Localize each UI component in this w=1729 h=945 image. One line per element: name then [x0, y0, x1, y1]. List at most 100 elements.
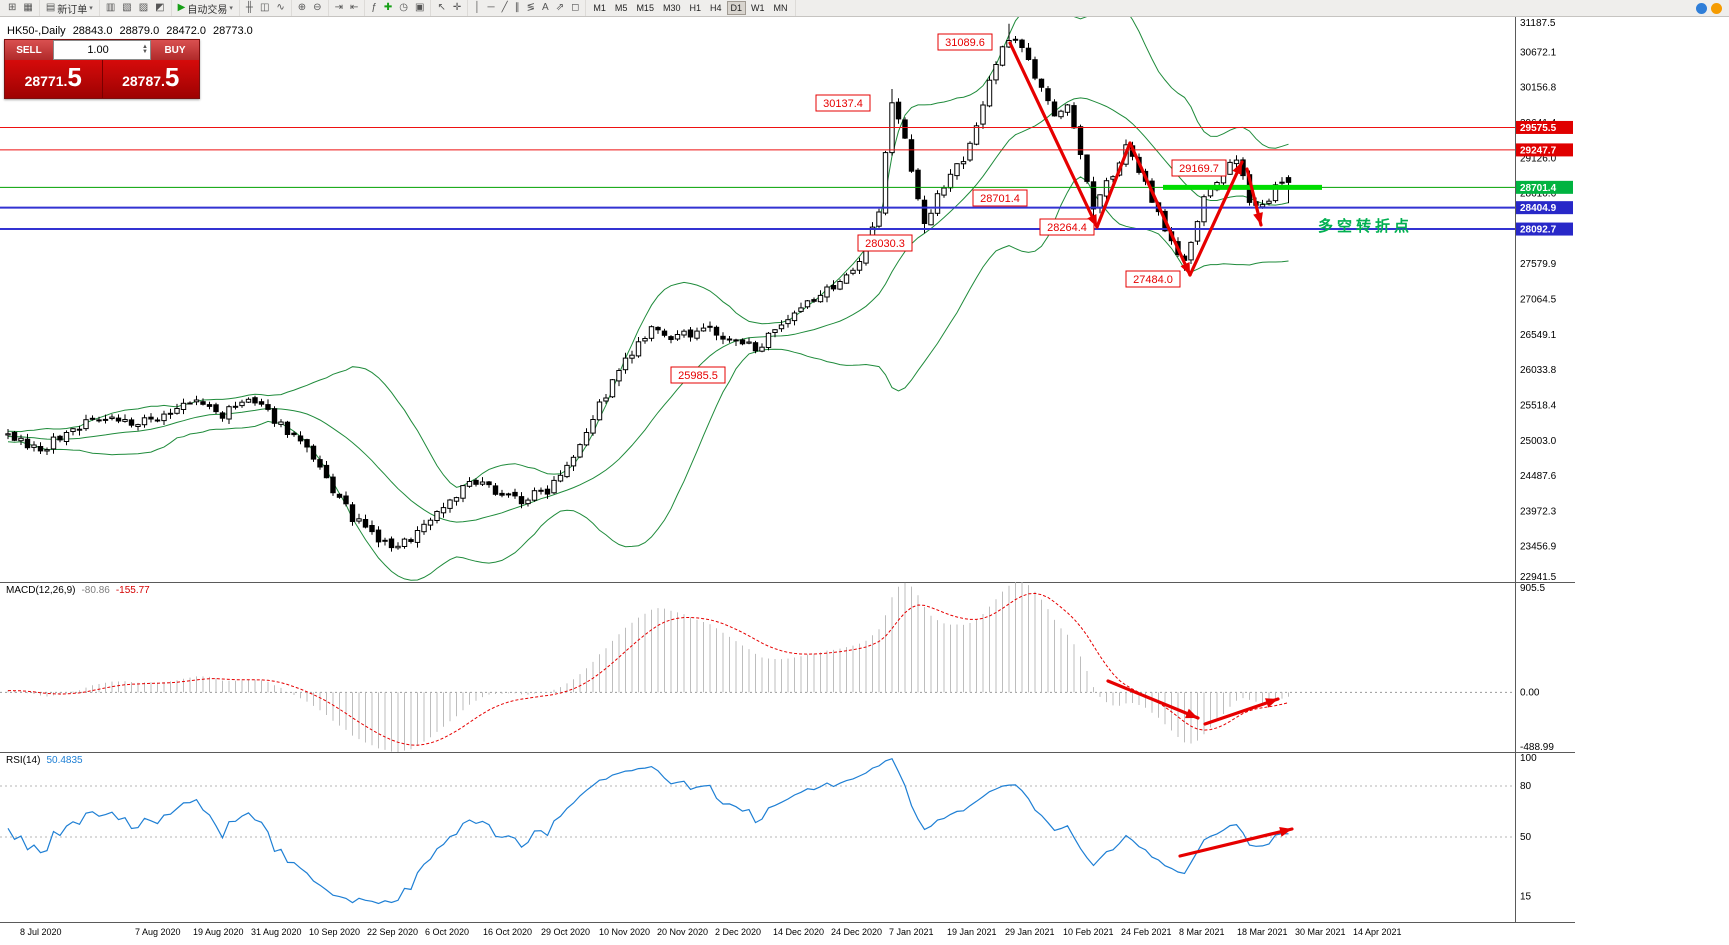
date-label: 10 Sep 2020: [309, 927, 361, 937]
date-label: 19 Aug 2020: [193, 927, 244, 937]
chart-type-group: ╫ ◫ ∿: [240, 0, 292, 16]
date-label: 8 Mar 2021: [1179, 927, 1225, 937]
volume-down-icon[interactable]: ▼: [142, 49, 148, 55]
timeframe-h4[interactable]: H4: [706, 1, 726, 15]
window-group: ▥ ▧ ▨ ◩: [100, 0, 172, 16]
date-label: 7 Aug 2020: [135, 927, 181, 937]
svg-text:28701.4: 28701.4: [980, 193, 1020, 205]
buy-button[interactable]: BUY: [151, 40, 199, 60]
timeframe-h1[interactable]: H1: [685, 1, 705, 15]
text-label-icon[interactable]: A: [539, 1, 552, 16]
terminal-icon[interactable]: ▨: [136, 1, 151, 16]
svg-text:30137.4: 30137.4: [823, 98, 863, 110]
date-label: 14 Dec 2020: [773, 927, 825, 937]
zoom-in-icon[interactable]: ⊕: [295, 1, 309, 16]
chart-shift-icon[interactable]: ⇤: [347, 1, 361, 16]
timeframe-group: M1 M5 M15 M30 H1 H4 D1 W1 MN: [586, 0, 796, 16]
timeframe-m5[interactable]: M5: [611, 1, 632, 15]
volume-stepper[interactable]: 1.00 ▲ ▼: [53, 40, 151, 60]
ohlc-close: 28773.0: [212, 25, 253, 37]
arrows-tool-icon[interactable]: ⇗: [553, 1, 567, 16]
zoom-group: ⊕ ⊖: [292, 0, 329, 16]
timeframe-m1[interactable]: M1: [589, 1, 610, 15]
svg-text:50: 50: [1520, 832, 1532, 843]
svg-text:24487.6: 24487.6: [1520, 471, 1557, 482]
trendline-icon[interactable]: ╱: [499, 1, 511, 16]
svg-text:25985.5: 25985.5: [678, 370, 718, 382]
auto-scroll-icon[interactable]: ⇥: [332, 1, 346, 16]
periods-icon-glyph: ◷: [399, 2, 409, 13]
svg-text:80: 80: [1520, 781, 1532, 792]
date-label: 22 Sep 2020: [367, 927, 419, 937]
new-order-button-label: 新订单: [57, 4, 88, 16]
chart-profiles-icon[interactable]: ▦: [20, 1, 35, 16]
date-label: 24 Feb 2021: [1121, 927, 1172, 937]
svg-text:26033.8: 26033.8: [1520, 365, 1557, 376]
main-price-chart[interactable]: 31089.6 30137.4 29169.7 28701.4 28264.4 28030…: [0, 17, 1575, 582]
chart-symbol: HK50-,Daily: [7, 25, 66, 37]
candlestick-chart-icon[interactable]: ◫: [257, 1, 272, 16]
date-label: 10 Feb 2021: [1063, 927, 1114, 937]
channel-icon[interactable]: ∥: [512, 1, 523, 16]
timeframe-w1[interactable]: W1: [747, 1, 769, 15]
arrows-tool-icon-glyph: ⇗: [555, 2, 565, 13]
market-watch-icon-glyph: ▥: [105, 2, 116, 13]
svg-text:15: 15: [1520, 892, 1532, 903]
templates-icon[interactable]: ▣: [412, 1, 427, 16]
timeframe-m15[interactable]: M15: [632, 1, 658, 15]
rsi-panel[interactable]: 100 80 50 15: [0, 752, 1575, 922]
sell-button[interactable]: SELL: [5, 40, 53, 60]
indicators-icon[interactable]: ƒ: [368, 1, 380, 16]
periods-icon[interactable]: ◷: [396, 1, 411, 16]
date-label: 7 Jan 2021: [889, 927, 934, 937]
svg-text:0.00: 0.00: [1520, 687, 1540, 698]
chart-profiles-icon-glyph: ▦: [23, 2, 33, 13]
macd-panel[interactable]: 905.5 0.00 -488.99: [0, 582, 1575, 752]
volume-value[interactable]: 1.00: [87, 44, 109, 56]
community-icon[interactable]: [1696, 2, 1707, 14]
scroll-group: ⇥ ⇤: [329, 0, 366, 16]
bar-chart-icon[interactable]: ╫: [243, 1, 256, 16]
alert-icon[interactable]: [1711, 2, 1722, 14]
timeframe-m30[interactable]: M30: [659, 1, 685, 15]
chart-shift-icon-glyph: ⇤: [349, 2, 359, 13]
volume-up-icon[interactable]: ▲: [142, 44, 148, 50]
date-label: 24 Dec 2020: [831, 927, 883, 937]
bar-chart-icon-glyph: ╫: [245, 2, 253, 13]
date-label: 14 Apr 2021: [1353, 927, 1402, 937]
horizontal-line-icon[interactable]: ─: [485, 1, 498, 16]
new-order-button-glyph: ▤: [45, 2, 56, 13]
shapes-icon[interactable]: ◻: [568, 1, 582, 16]
market-watch-icon[interactable]: ▥: [103, 1, 118, 16]
autotrade-button-label: 自动交易: [187, 4, 228, 16]
new-order-button[interactable]: ▤ 新订单 ▾: [43, 1, 96, 16]
crosshair-icon[interactable]: ✛: [450, 1, 464, 16]
cursor-icon[interactable]: ↖: [434, 1, 448, 16]
add-indicator-icon[interactable]: ✚: [381, 1, 395, 16]
buy-price-tile[interactable]: 28787. 5: [102, 60, 199, 98]
crosshair-icon-glyph: ✛: [452, 2, 462, 13]
autotrade-button[interactable]: ▶ 自动交易 ▾: [175, 1, 236, 16]
line-chart-icon[interactable]: ∿: [273, 1, 287, 16]
strategy-tester-icon[interactable]: ◩: [152, 1, 167, 16]
vertical-line-icon[interactable]: │: [471, 1, 483, 16]
macd-value: -80.86: [81, 585, 110, 596]
date-label: 2 Dec 2020: [715, 927, 762, 937]
zoom-out-icon[interactable]: ⊖: [310, 1, 324, 16]
zoom-in-icon-glyph: ⊕: [297, 2, 307, 13]
new-order-button-caret: ▾: [89, 5, 93, 12]
timeframe-d1[interactable]: D1: [726, 1, 747, 15]
fibonacci-icon[interactable]: ≶: [524, 1, 538, 16]
new-chart-icon[interactable]: ⊞: [5, 1, 19, 16]
macd-title: MACD(12,26,9): [6, 585, 76, 596]
sell-price-tile[interactable]: 28771. 5: [5, 60, 102, 98]
svg-text:905.5: 905.5: [1520, 583, 1545, 594]
date-label: 29 Oct 2020: [541, 927, 591, 937]
auto-scroll-icon-glyph: ⇥: [334, 2, 343, 13]
navigator-icon[interactable]: ▧: [119, 1, 134, 16]
volume-spin-arrows[interactable]: ▲ ▼: [142, 44, 150, 55]
rsi-value: 50.4835: [46, 755, 83, 766]
chart-group: ⊞ ▦: [2, 0, 40, 16]
timeframe-mn[interactable]: MN: [770, 1, 792, 15]
time-axis[interactable]: 8 Jul 2020 7 Aug 2020 19 Aug 2020 31 Aug 20…: [0, 922, 1575, 945]
